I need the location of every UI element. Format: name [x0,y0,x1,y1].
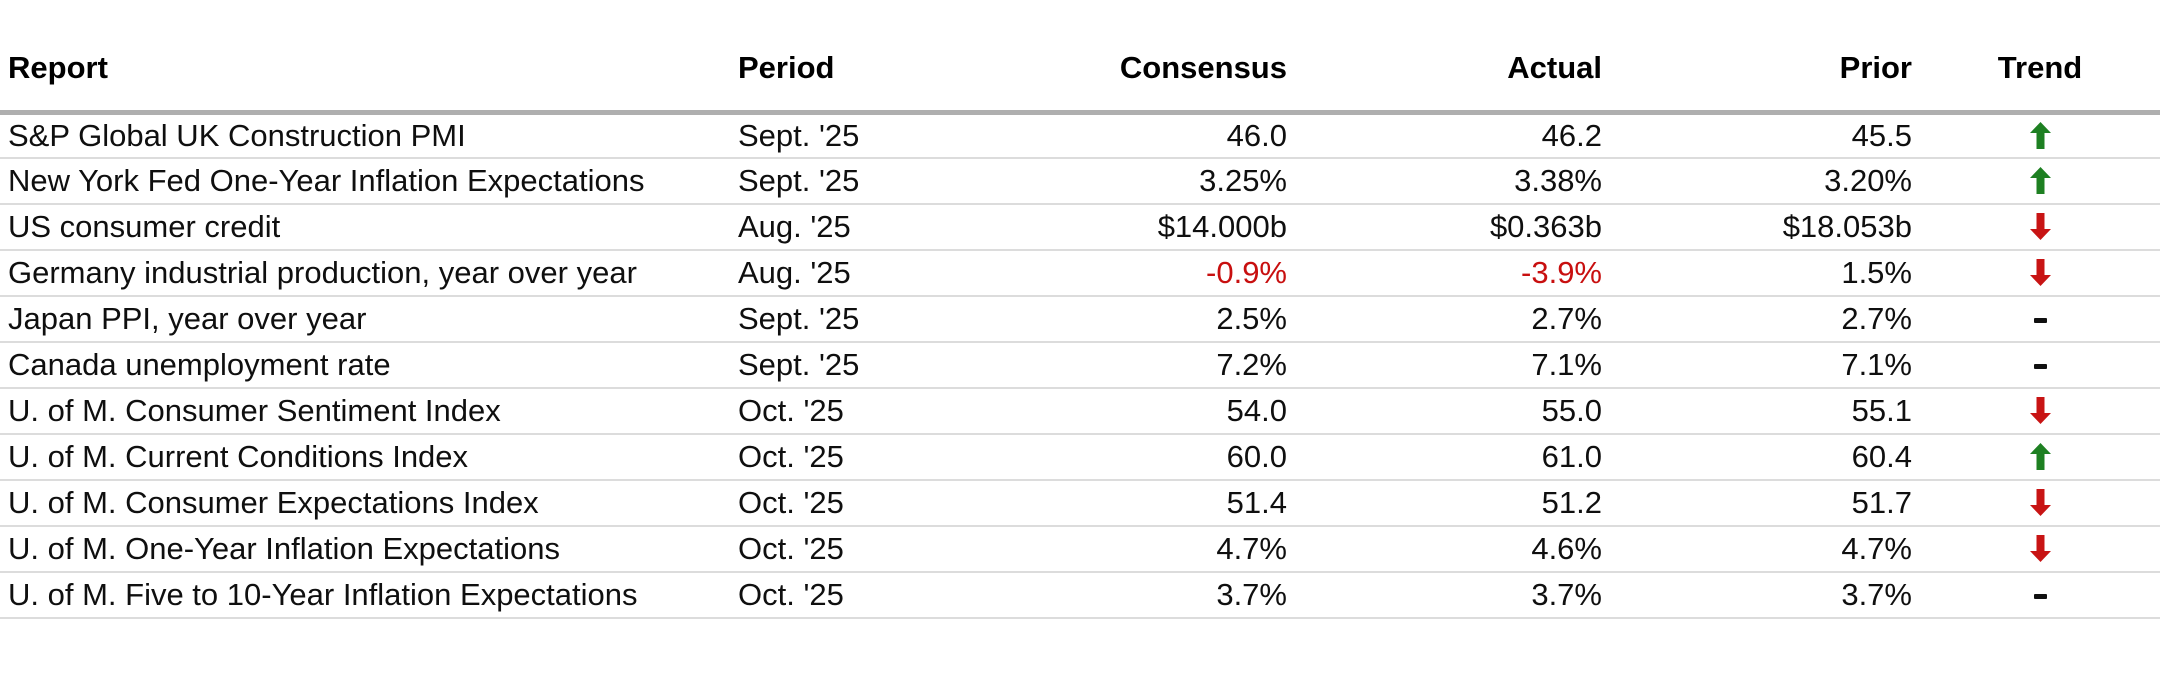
column-header-trend: Trend [1920,0,2160,115]
trend-flat-dash-icon [2033,594,2047,600]
actual-cell: 3.7% [1295,572,1610,619]
prior-cell: 3.7% [1610,572,1920,619]
report-cell: U. of M. One-Year Inflation Expectations [0,526,730,573]
report-cell: US consumer credit [0,204,730,251]
consensus-cell: 54.0 [1015,388,1295,435]
trend-down-arrow-icon [2029,397,2051,425]
column-header-report: Report [0,0,730,115]
table-row: S&P Global UK Construction PMI Sept. '25… [0,112,2160,159]
table-row: U. of M. Consumer Expectations Index Oct… [0,480,2160,527]
period-cell: Sept. '25 [730,112,1015,159]
trend-cell [1920,434,2160,481]
report-cell: Germany industrial production, year over… [0,250,730,297]
trend-down-arrow-icon [2029,489,2051,517]
trend-cell [1920,158,2160,205]
trend-up-arrow-icon [2029,167,2051,195]
prior-cell: 55.1 [1610,388,1920,435]
table-row: US consumer credit Aug. '25 $14.000b $0.… [0,204,2160,251]
report-cell: New York Fed One-Year Inflation Expectat… [0,158,730,205]
prior-cell: 4.7% [1610,526,1920,573]
prior-cell: 51.7 [1610,480,1920,527]
consensus-cell: 2.5% [1015,296,1295,343]
report-cell: Canada unemployment rate [0,342,730,389]
period-cell: Aug. '25 [730,204,1015,251]
trend-flat-dash-icon [2033,318,2047,324]
period-cell: Oct. '25 [730,434,1015,481]
column-header-prior: Prior [1610,0,1920,115]
period-cell: Sept. '25 [730,158,1015,205]
prior-cell: 1.5% [1610,250,1920,297]
actual-cell: 7.1% [1295,342,1610,389]
actual-cell: 61.0 [1295,434,1610,481]
actual-cell: -3.9% [1295,250,1610,297]
period-cell: Oct. '25 [730,526,1015,573]
prior-cell: 60.4 [1610,434,1920,481]
table-body: S&P Global UK Construction PMI Sept. '25… [0,112,2160,619]
report-cell: U. of M. Current Conditions Index [0,434,730,481]
consensus-cell: $14.000b [1015,204,1295,251]
column-header-consensus: Consensus [1015,0,1295,115]
trend-cell [1920,342,2160,389]
trend-cell [1920,112,2160,159]
table-row: U. of M. Consumer Sentiment Index Oct. '… [0,388,2160,435]
table-row: U. of M. Current Conditions Index Oct. '… [0,434,2160,481]
consensus-cell: 3.7% [1015,572,1295,619]
trend-down-arrow-icon [2029,535,2051,563]
trend-cell [1920,526,2160,573]
trend-flat-dash-icon [2033,364,2047,370]
period-cell: Oct. '25 [730,388,1015,435]
column-header-actual: Actual [1295,0,1610,115]
column-header-period: Period [730,0,1015,115]
trend-cell [1920,296,2160,343]
trend-cell [1920,388,2160,435]
trend-cell [1920,204,2160,251]
period-cell: Sept. '25 [730,296,1015,343]
period-cell: Sept. '25 [730,342,1015,389]
trend-down-arrow-icon [2029,259,2051,287]
prior-cell: 2.7% [1610,296,1920,343]
report-cell: S&P Global UK Construction PMI [0,112,730,159]
consensus-cell: 60.0 [1015,434,1295,481]
trend-up-arrow-icon [2029,443,2051,471]
prior-cell: 3.20% [1610,158,1920,205]
consensus-cell: 46.0 [1015,112,1295,159]
table-header: Report Period Consensus Actual Prior Tre… [0,0,2160,115]
period-cell: Aug. '25 [730,250,1015,297]
table-row: Japan PPI, year over year Sept. '25 2.5%… [0,296,2160,343]
prior-cell: $18.053b [1610,204,1920,251]
trend-down-arrow-icon [2029,213,2051,241]
consensus-cell: 7.2% [1015,342,1295,389]
actual-cell: 2.7% [1295,296,1610,343]
consensus-cell: 4.7% [1015,526,1295,573]
report-cell: U. of M. Five to 10-Year Inflation Expec… [0,572,730,619]
table-row: New York Fed One-Year Inflation Expectat… [0,158,2160,205]
header-row: Report Period Consensus Actual Prior Tre… [0,0,2160,115]
prior-cell: 45.5 [1610,112,1920,159]
actual-cell: $0.363b [1295,204,1610,251]
trend-cell [1920,572,2160,619]
actual-cell: 3.38% [1295,158,1610,205]
economic-calendar-table: Report Period Consensus Actual Prior Tre… [0,0,2160,619]
table-row: Germany industrial production, year over… [0,250,2160,297]
actual-cell: 4.6% [1295,526,1610,573]
actual-cell: 46.2 [1295,112,1610,159]
period-cell: Oct. '25 [730,480,1015,527]
consensus-cell: 51.4 [1015,480,1295,527]
prior-cell: 7.1% [1610,342,1920,389]
report-cell: Japan PPI, year over year [0,296,730,343]
trend-cell [1920,250,2160,297]
consensus-cell: -0.9% [1015,250,1295,297]
trend-up-arrow-icon [2029,122,2051,150]
table-row: U. of M. Five to 10-Year Inflation Expec… [0,572,2160,619]
consensus-cell: 3.25% [1015,158,1295,205]
trend-cell [1920,480,2160,527]
table-row: U. of M. One-Year Inflation Expectations… [0,526,2160,573]
report-cell: U. of M. Consumer Expectations Index [0,480,730,527]
actual-cell: 55.0 [1295,388,1610,435]
table-row: Canada unemployment rate Sept. '25 7.2% … [0,342,2160,389]
period-cell: Oct. '25 [730,572,1015,619]
report-cell: U. of M. Consumer Sentiment Index [0,388,730,435]
actual-cell: 51.2 [1295,480,1610,527]
